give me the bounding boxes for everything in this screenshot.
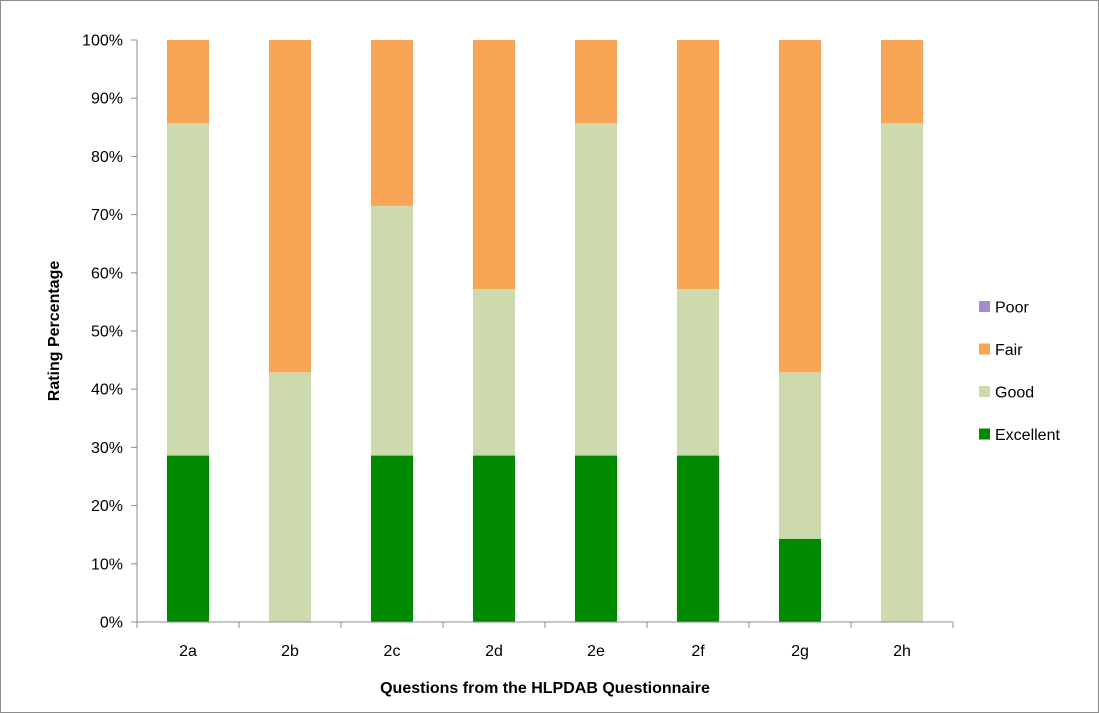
legend-label-poor: Poor [995,300,1029,317]
x-tick-label: 2e [587,643,605,660]
bar-2c-excellent [371,455,413,622]
y-tick-label: 70% [91,207,123,224]
bar-2f-fair [677,40,719,290]
x-tick-label: 2a [179,643,197,660]
y-tick-label: 20% [91,498,123,515]
y-tick-label: 100% [82,33,123,50]
x-tick-label: 2b [281,643,299,660]
y-tick-label: 50% [91,324,123,341]
bar-2c-good [371,205,413,456]
y-tick-label: 60% [91,265,123,282]
bar-2e-excellent [575,455,617,622]
bar-2c-fair [371,40,413,206]
bar-2d-good [473,289,515,456]
y-tick-label: 30% [91,440,123,457]
y-tick-label: 10% [91,556,123,573]
x-tick-label: 2d [485,643,503,660]
bar-2a-fair [167,40,209,124]
bar-2e-fair [575,40,617,124]
legend-label-fair: Fair [995,342,1023,359]
x-tick-label: 2c [384,643,401,660]
bar-2f-excellent [677,455,719,622]
bar-2b-good [269,372,311,622]
bar-2a-excellent [167,455,209,622]
bar-2h-good [881,123,923,622]
axes-group [136,40,953,623]
x-tick-label: 2f [691,643,705,660]
x-tick-label: 2h [893,643,911,660]
x-ticks-group: 2a 2b 2c 2d 2e 2f 2g 2h [136,622,954,660]
y-tick-label: 40% [91,382,123,399]
y-tick-label: 90% [91,91,123,108]
bar-2h-fair [881,40,923,124]
y-tick-label: 0% [100,615,123,632]
bar-2d-excellent [473,455,515,622]
legend-swatch-poor [979,301,990,312]
bar-2a-good [167,123,209,456]
legend-label-excellent: Excellent [995,427,1060,444]
y-axis-title: Rating Percentage [46,261,63,402]
bar-2g-excellent [779,538,821,622]
bar-2b-fair [269,40,311,373]
bars-group [167,40,923,622]
legend-swatch-excellent [979,428,990,440]
bar-2g-good [779,372,821,539]
legend-swatch-good [979,386,990,397]
bar-2f-good [677,289,719,456]
bar-2e-good [575,123,617,456]
legend-label-good: Good [995,385,1034,402]
y-ticks-group: 0% 10% 20% 30% 40% 50% 60% 70% 80% 90% 100% [82,33,137,632]
legend: Poor Fair Good Excellent [979,300,1060,444]
bar-2g-fair [779,40,821,373]
y-tick-label: 80% [91,149,123,166]
legend-swatch-fair [979,343,990,355]
x-axis-title: Questions from the HLPDAB Questionnaire [380,680,710,697]
bar-2d-fair [473,40,515,290]
x-tick-label: 2g [791,643,809,660]
